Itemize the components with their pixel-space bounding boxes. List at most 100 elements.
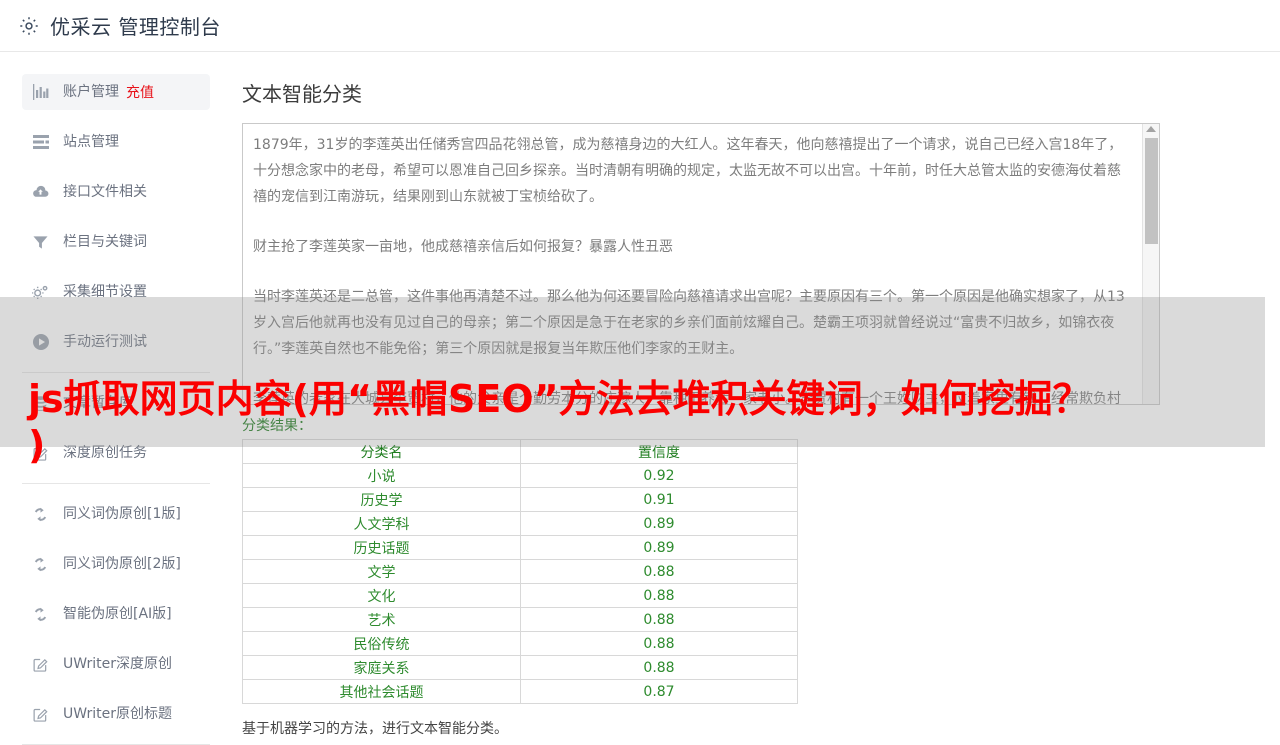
- sidebar-item-uwriter-deep[interactable]: UWriter深度原创: [22, 646, 210, 682]
- bar-chart-icon: [32, 84, 49, 101]
- sidebar-item-article-store[interactable]: 文章暂存库: [22, 385, 210, 421]
- sidebar: 账户管理 充值 站点管理 接口文件相关 栏目与关键词: [0, 52, 232, 745]
- sidebar-item-collect-settings[interactable]: 采集细节设置: [22, 274, 210, 310]
- source-text-area-wrapper: 1879年，31岁的李莲英出任储秀宫四品花翎总管，成为慈禧身边的大红人。这年春天…: [242, 123, 1160, 405]
- sidebar-item-deep-original-task[interactable]: 深度原创任务: [22, 435, 210, 471]
- sidebar-item-synonym-rewrite-v1[interactable]: 同义词伪原创[1版]: [22, 496, 210, 532]
- cell-category: 历史学: [242, 487, 521, 512]
- table-row: 其他社会话题 0.87: [242, 679, 798, 704]
- main-content: 文本智能分类 1879年，31岁的李莲英出任储秀宫四品花翎总管，成为慈禧身边的大…: [232, 52, 1280, 745]
- cell-confidence: 0.88: [520, 607, 798, 632]
- sidebar-item-label: 手动运行测试: [63, 334, 147, 350]
- gear-icon: [18, 15, 40, 37]
- result-label: 分类结果：: [242, 418, 312, 434]
- sidebar-item-site[interactable]: 站点管理: [22, 124, 210, 160]
- edit-square-icon: [32, 445, 49, 462]
- cell-category: 文学: [242, 559, 521, 584]
- column-header-category: 分类名: [242, 439, 521, 464]
- sidebar-item-label: 深度原创任务: [63, 445, 147, 461]
- footnote-text: 基于机器学习的方法，进行文本智能分类。: [242, 721, 508, 737]
- cell-category: 人文学科: [242, 511, 521, 536]
- cell-category: 其他社会话题: [242, 679, 521, 704]
- sidebar-item-label: 文章暂存库: [63, 395, 133, 411]
- sidebar-item-interface-file[interactable]: 接口文件相关: [22, 174, 210, 210]
- source-paragraph: 李莲英的老家在大城县李贾村，他的父亲是个勤劳本分的庄稼人，靠种田养活一家老小。李…: [253, 391, 1121, 405]
- edit-square-icon: [32, 706, 49, 723]
- sidebar-item-manual-run-test[interactable]: 手动运行测试: [22, 324, 210, 360]
- source-paragraph: 当时李莲英还是二总管，这件事他再清楚不过。那么他为何还要冒险向慈禧请求出宫呢？主…: [253, 289, 1125, 357]
- sidebar-item-uwriter-title[interactable]: UWriter原创标题: [22, 696, 210, 732]
- sidebar-item-label: UWriter深度原创: [63, 656, 172, 672]
- sidebar-item-label: 同义词伪原创[1版]: [63, 506, 181, 522]
- sidebar-divider: [22, 483, 210, 484]
- table-row: 小说 0.92: [242, 463, 798, 488]
- sidebar-item-label: 栏目与关键词: [63, 234, 147, 250]
- spacer: [0, 632, 232, 646]
- recharge-badge[interactable]: 充值: [126, 85, 154, 101]
- edit-square-icon: [32, 656, 49, 673]
- cell-confidence: 0.88: [520, 655, 798, 680]
- cell-category: 文化: [242, 583, 521, 608]
- cell-confidence: 0.88: [520, 583, 798, 608]
- cell-confidence: 0.88: [520, 631, 798, 656]
- spacer: [0, 260, 232, 274]
- spacer: [0, 532, 232, 546]
- sidebar-item-ai-rewrite[interactable]: 智能伪原创[AI版]: [22, 596, 210, 632]
- cell-category: 民俗传统: [242, 631, 521, 656]
- table-header-row: 分类名 置信度: [242, 439, 798, 464]
- app-title: 优采云 管理控制台: [50, 15, 221, 39]
- cell-category: 艺术: [242, 607, 521, 632]
- refresh-icon: [32, 606, 49, 623]
- sidebar-item-label: 智能伪原创[AI版]: [63, 606, 172, 622]
- table-row: 艺术 0.88: [242, 607, 798, 632]
- sidebar-item-label: 同义词伪原创[2版]: [63, 556, 181, 572]
- gears-icon: [32, 284, 49, 301]
- cell-confidence: 0.89: [520, 535, 798, 560]
- cell-confidence: 0.88: [520, 559, 798, 584]
- scroll-up-arrow-icon[interactable]: [1146, 126, 1156, 132]
- brand[interactable]: 优采云 管理控制台: [18, 11, 221, 40]
- textarea-scrollbar[interactable]: [1142, 124, 1159, 404]
- spacer: [0, 110, 232, 124]
- cloud-upload-icon: [32, 184, 49, 201]
- column-header-confidence: 置信度: [520, 439, 798, 464]
- spacer: [0, 160, 232, 174]
- cell-category: 历史话题: [242, 535, 521, 560]
- sidebar-item-account[interactable]: 账户管理 充值: [22, 74, 210, 110]
- source-paragraph: 财主抢了李莲英家一亩地，他成慈禧亲信后如何报复？暴露人性丑恶: [253, 239, 673, 255]
- scrollbar-thumb[interactable]: [1145, 138, 1158, 244]
- cell-category: 家庭关系: [242, 655, 521, 680]
- table-row: 民俗传统 0.88: [242, 631, 798, 656]
- sidebar-item-synonym-rewrite-v2[interactable]: 同义词伪原创[2版]: [22, 546, 210, 582]
- sidebar-item-column-keyword[interactable]: 栏目与关键词: [22, 224, 210, 260]
- table-row: 人文学科 0.89: [242, 511, 798, 536]
- table-row: 家庭关系 0.88: [242, 655, 798, 680]
- sidebar-item-label: 账户管理: [63, 84, 119, 100]
- spacer: [0, 582, 232, 596]
- table-row: 历史学 0.91: [242, 487, 798, 512]
- spacer: [0, 310, 232, 324]
- table-row: 文学 0.88: [242, 559, 798, 584]
- top-header-bar: 优采云 管理控制台: [0, 0, 1280, 52]
- database-icon: [32, 395, 49, 412]
- play-icon: [32, 334, 49, 351]
- refresh-icon: [32, 506, 49, 523]
- cell-confidence: 0.89: [520, 511, 798, 536]
- sidebar-divider: [22, 372, 210, 373]
- list-icon: [32, 134, 49, 151]
- sidebar-item-label: 站点管理: [63, 134, 119, 150]
- refresh-icon: [32, 556, 49, 573]
- cell-confidence: 0.87: [520, 679, 798, 704]
- cell-category: 小说: [242, 463, 521, 488]
- classification-result-table: 分类名 置信度 小说 0.92 历史学 0.91 人文学科 0.89 历史话题 0.89…: [242, 439, 798, 704]
- source-text-textarea[interactable]: 1879年，31岁的李莲英出任储秀宫四品花翎总管，成为慈禧身边的大红人。这年春天…: [242, 123, 1160, 405]
- table-row: 文化 0.88: [242, 583, 798, 608]
- spacer: [0, 210, 232, 224]
- sidebar-item-label: UWriter原创标题: [63, 706, 172, 722]
- cell-confidence: 0.92: [520, 463, 798, 488]
- spacer: [0, 682, 232, 696]
- source-paragraph: 1879年，31岁的李莲英出任储秀宫四品花翎总管，成为慈禧身边的大红人。这年春天…: [253, 137, 1123, 205]
- cell-confidence: 0.91: [520, 487, 798, 512]
- table-row: 历史话题 0.89: [242, 535, 798, 560]
